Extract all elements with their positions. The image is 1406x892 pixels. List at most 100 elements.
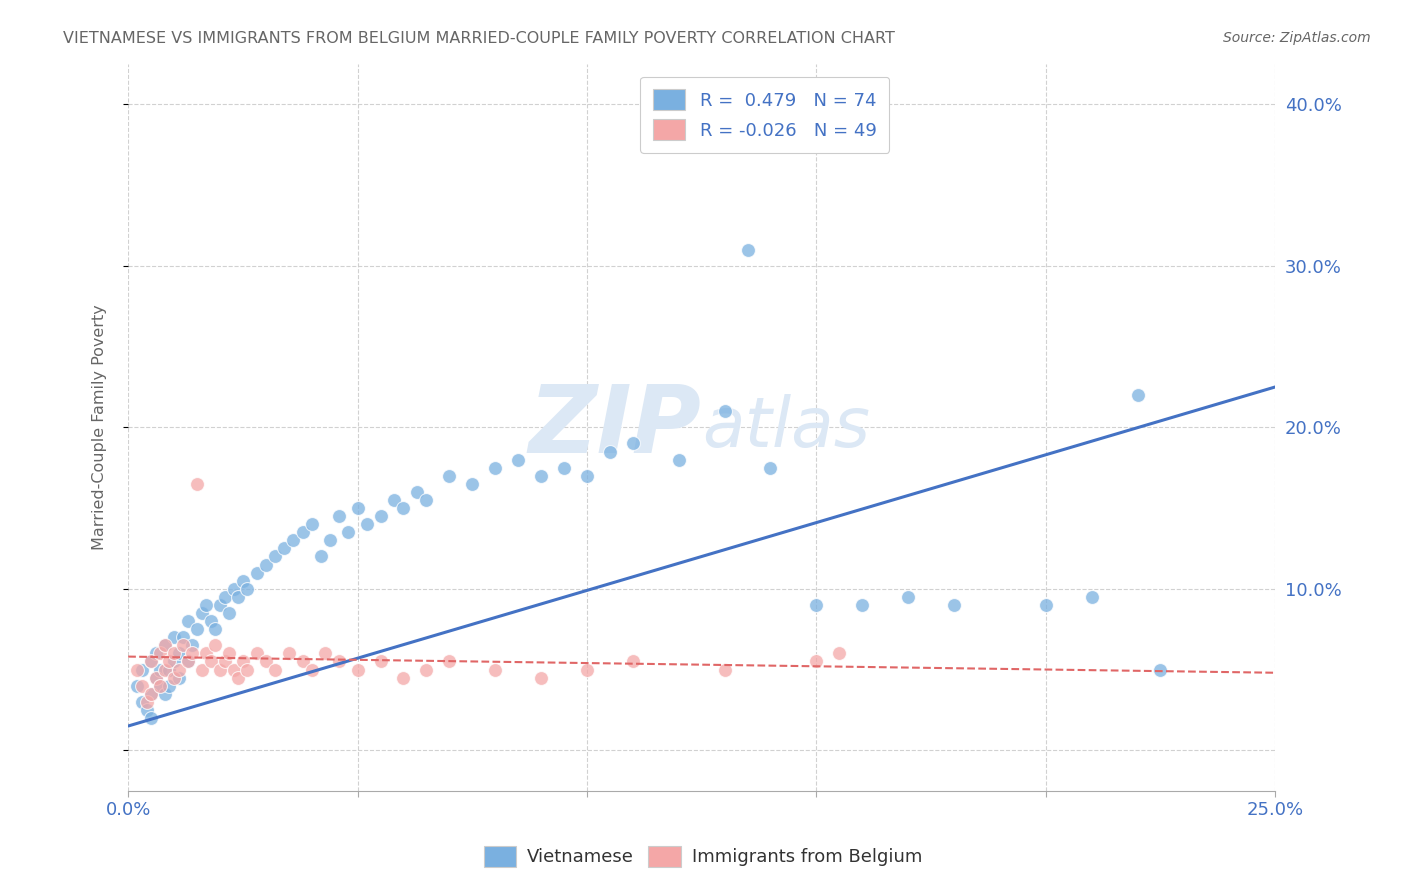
Point <box>131 679 153 693</box>
Point <box>759 460 782 475</box>
Point <box>356 517 378 532</box>
Point <box>392 501 415 516</box>
Point <box>226 590 249 604</box>
Point <box>195 646 218 660</box>
Point <box>232 574 254 588</box>
Text: Source: ZipAtlas.com: Source: ZipAtlas.com <box>1223 31 1371 45</box>
Point <box>131 695 153 709</box>
Y-axis label: Married-Couple Family Poverty: Married-Couple Family Poverty <box>93 304 107 550</box>
Point <box>226 671 249 685</box>
Point <box>713 663 735 677</box>
Point <box>484 460 506 475</box>
Point <box>415 663 437 677</box>
Point <box>346 663 368 677</box>
Point <box>232 655 254 669</box>
Point <box>149 679 172 693</box>
Point <box>1035 598 1057 612</box>
Point <box>163 671 186 685</box>
Point <box>328 655 350 669</box>
Point <box>186 622 208 636</box>
Point <box>159 655 181 669</box>
Point <box>214 655 236 669</box>
Point <box>200 614 222 628</box>
Point <box>283 533 305 548</box>
Point <box>530 671 553 685</box>
Point <box>246 566 269 580</box>
Point <box>713 404 735 418</box>
Point <box>806 598 828 612</box>
Point <box>167 663 190 677</box>
Point <box>291 655 314 669</box>
Point <box>737 243 759 257</box>
Point <box>392 671 415 685</box>
Point <box>222 582 245 596</box>
Point <box>145 671 167 685</box>
Point <box>204 638 226 652</box>
Point <box>668 452 690 467</box>
Point <box>218 646 240 660</box>
Point <box>530 468 553 483</box>
Point <box>149 646 172 660</box>
Point <box>328 509 350 524</box>
Point <box>246 646 269 660</box>
Point <box>149 679 172 693</box>
Point <box>254 558 277 572</box>
Point <box>195 598 218 612</box>
Point <box>346 501 368 516</box>
Point <box>167 646 190 660</box>
Point <box>208 663 231 677</box>
Point <box>301 517 323 532</box>
Point <box>943 598 966 612</box>
Point <box>159 679 181 693</box>
Point <box>149 663 172 677</box>
Point <box>177 655 200 669</box>
Point <box>145 671 167 685</box>
Point <box>163 646 186 660</box>
Point <box>314 646 336 660</box>
Point <box>127 663 149 677</box>
Point <box>1149 663 1171 677</box>
Point <box>172 630 194 644</box>
Point <box>159 663 181 677</box>
Point <box>153 687 176 701</box>
Point <box>139 687 162 701</box>
Point <box>309 549 332 564</box>
Text: atlas: atlas <box>702 394 870 461</box>
Point <box>214 590 236 604</box>
Point <box>163 630 186 644</box>
Point <box>181 638 204 652</box>
Point <box>208 598 231 612</box>
Point <box>177 655 200 669</box>
Point <box>163 655 186 669</box>
Point <box>131 663 153 677</box>
Point <box>553 460 575 475</box>
Point <box>139 687 162 701</box>
Point <box>127 679 149 693</box>
Point <box>236 663 259 677</box>
Point <box>153 663 176 677</box>
Text: VIETNAMESE VS IMMIGRANTS FROM BELGIUM MARRIED-COUPLE FAMILY POVERTY CORRELATION : VIETNAMESE VS IMMIGRANTS FROM BELGIUM MA… <box>63 31 896 46</box>
Point <box>599 444 621 458</box>
Point <box>135 703 157 717</box>
Point <box>1126 388 1149 402</box>
Point <box>291 525 314 540</box>
Point <box>897 590 920 604</box>
Point <box>236 582 259 596</box>
Point <box>264 549 287 564</box>
Point <box>204 622 226 636</box>
Point <box>190 606 212 620</box>
Point <box>301 663 323 677</box>
Point <box>851 598 873 612</box>
Point <box>621 436 644 450</box>
Point <box>461 476 484 491</box>
Point <box>177 614 200 628</box>
Point <box>439 468 461 483</box>
Point <box>621 655 644 669</box>
Point <box>264 663 287 677</box>
Point <box>370 655 392 669</box>
Point <box>337 525 360 540</box>
Point <box>222 663 245 677</box>
Point <box>153 638 176 652</box>
Point <box>273 541 295 556</box>
Point <box>508 452 530 467</box>
